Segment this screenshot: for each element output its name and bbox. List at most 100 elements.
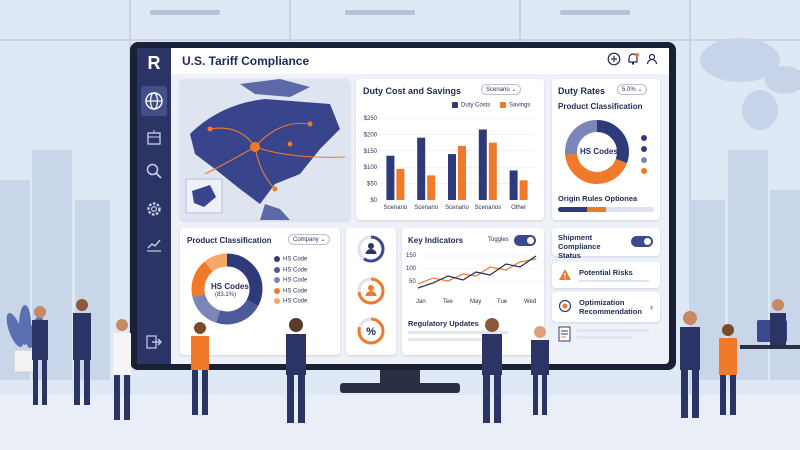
y-tick-label: $100 [364, 165, 378, 171]
y-tick: 50 [409, 279, 416, 285]
logout-icon[interactable] [145, 333, 163, 351]
percent-icon[interactable]: % [356, 316, 386, 346]
key-indicators-line-chart [418, 255, 540, 289]
y-tick-label: $250 [364, 116, 378, 122]
legend-swatch [641, 168, 647, 174]
y-tick-label: $50 [367, 182, 378, 188]
document-line [577, 329, 649, 332]
duty-cost-bar-chart: $250 $200 $150 $100 $50 $0 Scenario Scenario Sce… [364, 116, 534, 211]
y-tick-label: $200 [364, 132, 378, 138]
app-logo: R [147, 53, 161, 73]
product-classification-title: Product Classification [187, 236, 272, 245]
y-tick-label: $0 [370, 198, 377, 204]
duty-rates-subtitle: Product Classification [558, 102, 643, 111]
legend-item: HS Code [274, 277, 307, 284]
bar-savings[interactable] [458, 145, 466, 200]
user-stat-icon[interactable] [356, 276, 386, 306]
optimization-label: Optimization Recommendation [579, 298, 642, 316]
bar-duty-costs[interactable] [386, 155, 395, 200]
product-donut-value: (83.1%) [215, 292, 237, 298]
x-tick: Tue [497, 299, 508, 305]
header-bar [171, 48, 669, 74]
legend-swatch [452, 102, 458, 108]
regulatory-update-line [408, 331, 508, 334]
chevron-down-icon: ⌄ [637, 87, 643, 93]
y-tick: 150 [406, 253, 417, 259]
potential-risks-card[interactable] [552, 262, 660, 288]
globe-icon [145, 92, 163, 110]
document-icon [558, 326, 571, 342]
company-dropdown[interactable]: Company ⌄ [288, 234, 331, 245]
user-profile-icon[interactable] [356, 234, 386, 264]
x-tick-label: Scenarios [474, 205, 501, 211]
x-tick: Jan [416, 299, 426, 305]
legend-item: HS Code [274, 287, 307, 294]
legend-swatch [641, 157, 647, 163]
bell-icon[interactable] [626, 52, 640, 66]
legend-item: HS Code [274, 266, 307, 273]
x-tick-label: Other [511, 205, 526, 211]
regulatory-update-line [408, 338, 483, 341]
regulatory-updates-title: Regulatory Updates [408, 319, 479, 328]
bar-duty-costs[interactable] [417, 137, 426, 200]
duty-cost-title: Duty Cost and Savings [363, 86, 462, 96]
origin-rules-label: Origin Rules Optionea [558, 194, 638, 203]
page-title: U.S. Tariff Compliance [182, 54, 310, 68]
legend-swatch [274, 256, 280, 262]
indicators-toggle[interactable] [514, 235, 536, 246]
chevron-right-icon[interactable]: › [650, 302, 653, 312]
toggles-label: Toggles [488, 237, 509, 243]
bar-savings[interactable] [427, 175, 436, 200]
chevron-down-icon: ⌄ [511, 87, 517, 93]
product-legend: HS Code HS Code HS Code HS Code HS Code [274, 256, 307, 305]
potential-risks-label: Potential Risks [579, 268, 633, 277]
duty-cost-dropdown[interactable]: Scenario ⌄ [481, 84, 522, 95]
legend-item: HS Code [274, 298, 307, 305]
building-icon[interactable] [145, 128, 163, 146]
x-tick: May [470, 299, 482, 305]
duty-rates-legend [641, 135, 649, 174]
warning-icon [559, 269, 571, 280]
user-icon[interactable] [645, 52, 659, 66]
x-tick: Tee [443, 299, 453, 305]
people-illustration [32, 299, 786, 423]
bar-savings[interactable] [488, 142, 497, 200]
x-tick-label: Scenario [384, 205, 408, 211]
legend-swatch [274, 266, 280, 273]
duty-rates-dropdown[interactable]: 5.0% ⌄ [617, 84, 648, 95]
shipment-compliance-title: Shipment Compliance Status [558, 233, 601, 260]
search-icon[interactable] [145, 162, 163, 180]
risk-line [579, 280, 649, 282]
x-tick: Wed [524, 299, 537, 305]
product-donut-label: HS Codes [211, 282, 249, 291]
legend-item: HS Code [274, 256, 307, 263]
add-icon[interactable] [607, 52, 621, 66]
legend-swatch [641, 135, 647, 141]
legend-duty-costs: Duty Costs [452, 102, 490, 109]
legend-savings: Savings [500, 102, 530, 109]
bar-duty-costs[interactable] [448, 154, 456, 200]
trade-route-map [185, 79, 346, 220]
product-classification-donut [191, 253, 263, 325]
x-tick-label: Scenario [445, 205, 469, 211]
duty-rates-donut-label: HS Codes [580, 147, 618, 156]
duty-rates-donut [565, 120, 629, 184]
legend-swatch [641, 146, 647, 152]
bar-duty-costs[interactable] [478, 129, 487, 200]
bar-savings[interactable] [519, 180, 528, 200]
target-icon [558, 299, 572, 313]
chevron-down-icon: ⌄ [320, 237, 326, 243]
y-tick-label: $150 [364, 149, 378, 155]
bar-duty-costs[interactable] [509, 170, 518, 200]
settings-icon[interactable] [145, 200, 163, 218]
bar-savings[interactable] [396, 168, 405, 200]
legend-swatch [274, 277, 280, 284]
legend-swatch [274, 298, 280, 305]
y-tick: 100 [406, 266, 417, 272]
trade-map-card[interactable] [180, 79, 350, 220]
duty-rates-title: Duty Rates [558, 86, 606, 96]
chart-icon[interactable] [145, 236, 163, 254]
document-line [577, 336, 632, 339]
key-indicators-title: Key Indicators [408, 236, 464, 245]
shipment-compliance-toggle[interactable] [631, 236, 653, 247]
